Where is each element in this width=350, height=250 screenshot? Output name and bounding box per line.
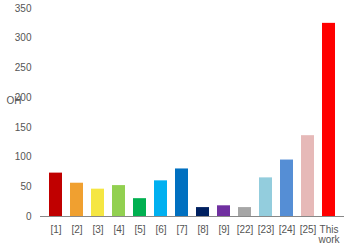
svg-text:[9]: [9] bbox=[218, 224, 229, 235]
svg-text:350: 350 bbox=[15, 3, 32, 14]
svg-text:250: 250 bbox=[15, 62, 32, 73]
svg-text:[1]: [1] bbox=[50, 224, 61, 235]
svg-text:50: 50 bbox=[20, 181, 32, 192]
svg-text:[3]: [3] bbox=[92, 224, 103, 235]
svg-text:[6]: [6] bbox=[155, 224, 166, 235]
svg-text:[22]: [22] bbox=[237, 224, 254, 235]
svg-text:[5]: [5] bbox=[134, 224, 145, 235]
svg-text:[23]: [23] bbox=[258, 224, 275, 235]
svg-text:[25]: [25] bbox=[300, 224, 317, 235]
svg-text:[4]: [4] bbox=[113, 224, 124, 235]
svg-text:150: 150 bbox=[15, 122, 32, 133]
svg-text:[7]: [7] bbox=[176, 224, 187, 235]
svg-text:100: 100 bbox=[15, 151, 32, 162]
svg-text:200: 200 bbox=[14, 91, 32, 103]
svg-text:[8]: [8] bbox=[197, 224, 208, 235]
svg-text:[24]: [24] bbox=[279, 224, 296, 235]
svg-text:300: 300 bbox=[15, 32, 32, 43]
svg-text:OH: OH bbox=[7, 95, 22, 106]
svg-text:Thiswork: Thiswork bbox=[317, 224, 340, 245]
svg-text:0: 0 bbox=[26, 211, 32, 222]
svg-text:[2]: [2] bbox=[71, 224, 82, 235]
